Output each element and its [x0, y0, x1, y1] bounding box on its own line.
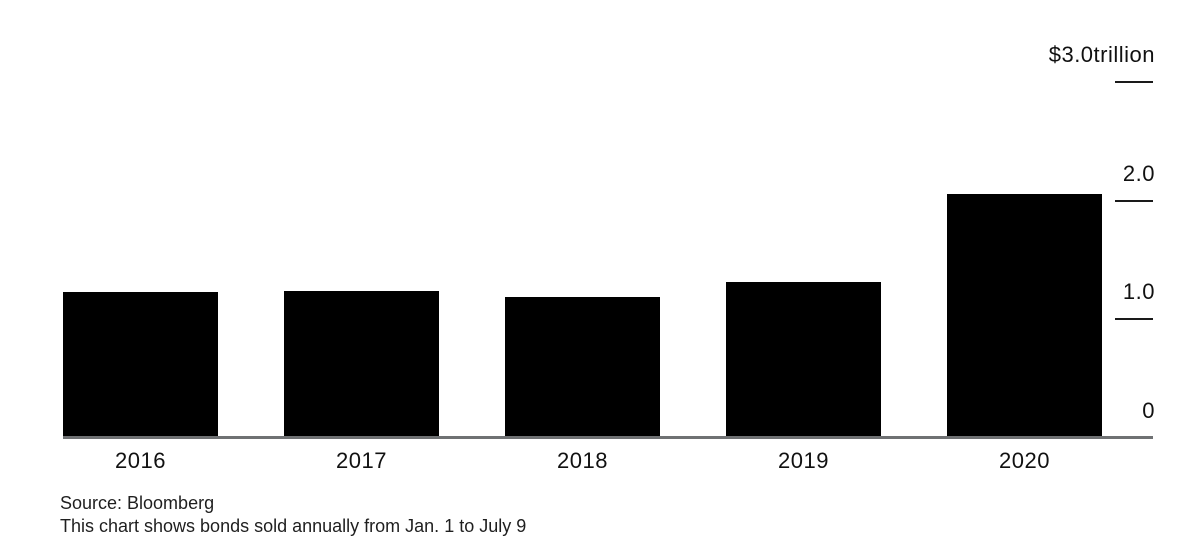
y-tick-mark-2 [1115, 199, 1153, 202]
bar-2020 [947, 193, 1102, 437]
x-axis-label-2017: 2017 [336, 448, 387, 473]
bar-2019 [726, 281, 881, 437]
x-axis-label-2020: 2020 [999, 448, 1050, 473]
x-axis-label-2016: 2016 [115, 448, 166, 473]
y-tick-mark-3 [1115, 81, 1153, 83]
bar-2017 [284, 291, 439, 437]
bar-2016 [63, 292, 218, 437]
y-axis-label-3: $3.0trillion [1048, 42, 1155, 67]
y-axis-label-2: 2.0 [1122, 160, 1155, 186]
x-axis-label-2018: 2018 [557, 448, 608, 473]
y-axis-label-1: 1.0 [1122, 279, 1155, 305]
bar-2018 [505, 296, 660, 437]
source-text: Source: Bloomberg [60, 493, 215, 513]
y-axis-label-0: 0 [1142, 398, 1155, 423]
x-axis-line [63, 436, 1153, 439]
chart-footer: Source: Bloomberg This chart shows bonds… [60, 492, 526, 538]
x-axis-label-2019: 2019 [778, 448, 829, 473]
y-tick-mark-1 [1115, 318, 1153, 321]
note-text: This chart shows bonds sold annually fro… [60, 516, 527, 536]
